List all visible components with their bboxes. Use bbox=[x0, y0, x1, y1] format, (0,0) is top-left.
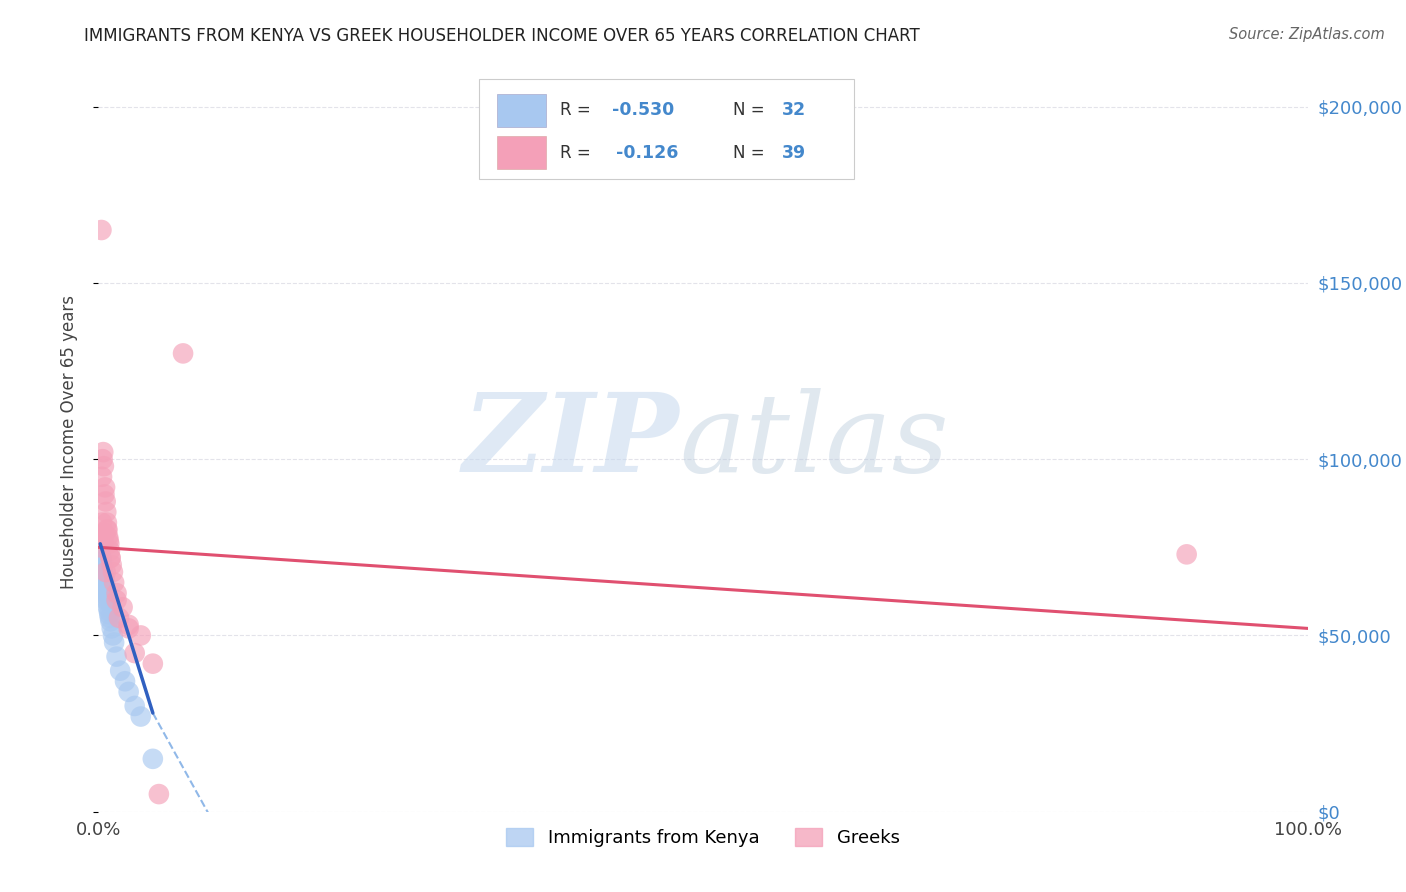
Point bbox=[97, 530, 120, 544]
Point bbox=[94, 593, 117, 607]
Point bbox=[89, 547, 111, 561]
Point bbox=[98, 611, 121, 625]
Point bbox=[101, 565, 124, 579]
Point bbox=[114, 674, 136, 689]
Point bbox=[111, 600, 134, 615]
Point bbox=[94, 480, 117, 494]
Text: R =: R = bbox=[561, 101, 596, 120]
Point bbox=[142, 657, 165, 671]
Point bbox=[105, 649, 128, 664]
Text: ZIP: ZIP bbox=[463, 388, 679, 495]
Point bbox=[96, 516, 118, 530]
FancyBboxPatch shape bbox=[479, 78, 855, 178]
Point bbox=[98, 544, 121, 558]
Y-axis label: Householder Income Over 65 years: Householder Income Over 65 years bbox=[59, 294, 77, 589]
Point bbox=[91, 445, 114, 459]
Text: N =: N = bbox=[734, 101, 770, 120]
Point bbox=[103, 575, 125, 590]
Point bbox=[97, 600, 120, 615]
Text: -0.530: -0.530 bbox=[613, 101, 675, 120]
Point bbox=[100, 550, 122, 565]
Point bbox=[91, 565, 114, 579]
Point bbox=[91, 470, 114, 484]
Point bbox=[91, 572, 114, 586]
Point bbox=[93, 487, 115, 501]
Bar bbox=[498, 136, 546, 169]
Point bbox=[93, 526, 115, 541]
Point bbox=[100, 558, 122, 572]
Point bbox=[94, 494, 117, 508]
Point bbox=[129, 628, 152, 642]
Point bbox=[90, 223, 112, 237]
Point bbox=[94, 582, 117, 597]
Point bbox=[93, 568, 115, 582]
Point bbox=[93, 459, 115, 474]
Point bbox=[96, 590, 118, 604]
Point bbox=[98, 607, 121, 622]
Point bbox=[100, 621, 122, 635]
Text: R =: R = bbox=[561, 144, 602, 161]
Point bbox=[93, 572, 115, 586]
Text: -0.126: -0.126 bbox=[616, 144, 678, 161]
Point bbox=[108, 664, 131, 678]
Point bbox=[100, 550, 122, 565]
Point bbox=[91, 561, 114, 575]
Text: N =: N = bbox=[734, 144, 770, 161]
Point bbox=[89, 541, 111, 555]
Point bbox=[118, 621, 141, 635]
Point bbox=[103, 635, 125, 649]
Point bbox=[96, 523, 118, 537]
Point bbox=[118, 618, 141, 632]
Point bbox=[142, 752, 165, 766]
Bar bbox=[498, 94, 546, 127]
Point bbox=[90, 530, 112, 544]
Point bbox=[172, 346, 194, 360]
Point bbox=[96, 505, 118, 519]
Point bbox=[105, 593, 128, 607]
Text: IMMIGRANTS FROM KENYA VS GREEK HOUSEHOLDER INCOME OVER 65 YEARS CORRELATION CHAR: IMMIGRANTS FROM KENYA VS GREEK HOUSEHOLD… bbox=[84, 27, 920, 45]
Point bbox=[91, 516, 114, 530]
Text: Source: ZipAtlas.com: Source: ZipAtlas.com bbox=[1229, 27, 1385, 42]
Point bbox=[98, 537, 121, 551]
Point bbox=[91, 452, 114, 467]
Point bbox=[91, 533, 114, 548]
Point bbox=[1175, 547, 1198, 561]
Point bbox=[91, 554, 114, 568]
Point bbox=[124, 646, 146, 660]
Point bbox=[96, 586, 118, 600]
Point bbox=[97, 533, 120, 548]
Point bbox=[91, 575, 114, 590]
Point bbox=[94, 565, 117, 579]
Text: atlas: atlas bbox=[679, 388, 949, 495]
Point bbox=[93, 579, 115, 593]
Point bbox=[148, 787, 170, 801]
Text: 32: 32 bbox=[782, 101, 806, 120]
Point bbox=[129, 709, 152, 723]
Legend: Immigrants from Kenya, Greeks: Immigrants from Kenya, Greeks bbox=[499, 821, 907, 855]
Point bbox=[94, 579, 117, 593]
Text: 39: 39 bbox=[782, 144, 806, 161]
Point bbox=[97, 604, 120, 618]
Point bbox=[118, 685, 141, 699]
Point bbox=[96, 523, 118, 537]
Point bbox=[90, 550, 112, 565]
Point bbox=[105, 586, 128, 600]
Point bbox=[96, 593, 118, 607]
Point bbox=[100, 615, 122, 629]
Point bbox=[108, 611, 131, 625]
Point bbox=[101, 628, 124, 642]
Point bbox=[124, 698, 146, 713]
Point bbox=[90, 558, 112, 572]
